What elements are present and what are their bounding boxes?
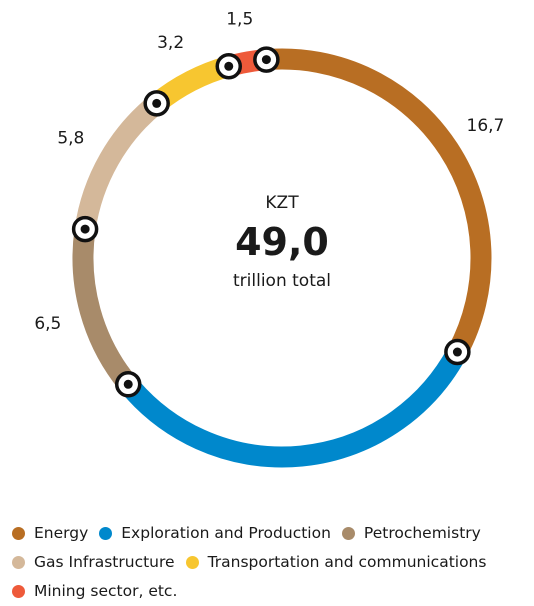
donut-slice-gas-infrastructure	[74, 95, 164, 231]
legend-item-gas-infrastructure: Gas Infrastructure	[12, 548, 175, 577]
donut-slice-energy	[265, 48, 492, 357]
legend: Energy Exploration and Production Petroc…	[12, 519, 532, 606]
boundary-marker	[114, 371, 142, 398]
legend-swatch-gas-infrastructure	[12, 556, 25, 569]
boundary-marker	[215, 53, 243, 80]
legend-swatch-energy	[12, 527, 25, 540]
center-caption: trillion total	[233, 271, 331, 291]
donut-slice-petrochemistry	[72, 227, 137, 391]
legend-row: Mining sector, etc.	[12, 577, 532, 606]
slice-boundary-markers	[71, 46, 471, 398]
legend-label: Energy	[34, 524, 89, 542]
legend-label: Gas Infrastructure	[34, 553, 175, 571]
legend-swatch-transportation	[185, 556, 199, 569]
legend-label: Transportation and communications	[207, 553, 487, 571]
center-total-value: 49,0	[235, 220, 329, 264]
center-unit-label: KZT	[265, 193, 299, 213]
legend-label: Petrochemistry	[363, 524, 481, 542]
legend-label: Mining sector, etc.	[34, 582, 178, 600]
value-label-mining-sector-etc: 1,5	[226, 10, 253, 30]
legend-swatch-exploration	[99, 527, 113, 540]
donut-chart: 16,715,36,55,83,21,5 KZT 49,0 trillion t…	[34, 10, 505, 468]
boundary-marker	[71, 215, 99, 243]
legend-row: Gas Infrastructure Transportation and co…	[12, 548, 532, 577]
legend-swatch-mining	[12, 585, 25, 598]
value-labels: 16,715,36,55,83,21,5	[34, 10, 505, 334]
boundary-marker	[143, 90, 170, 117]
value-label-transportation-and-communications: 3,2	[157, 33, 184, 53]
value-label-energy: 16,7	[467, 116, 505, 136]
legend-row: Energy Exploration and Production Petroc…	[12, 519, 532, 548]
boundary-marker	[444, 338, 471, 366]
legend-swatch-petrochemistry	[341, 527, 355, 540]
legend-label: Exploration and Production	[121, 524, 331, 542]
legend-item-petrochemistry: Petrochemistry	[341, 519, 481, 548]
legend-item-transportation: Transportation and communications	[185, 548, 487, 577]
legend-item-energy: Energy	[12, 519, 88, 548]
legend-item-mining: Mining sector, etc.	[12, 577, 177, 606]
boundary-marker	[253, 46, 280, 73]
donut-slice-exploration-and-production	[120, 347, 467, 468]
value-label-petrochemistry: 6,5	[34, 314, 61, 334]
legend-item-exploration: Exploration and Production	[99, 519, 331, 548]
value-label-gas-infrastructure: 5,8	[57, 129, 84, 149]
